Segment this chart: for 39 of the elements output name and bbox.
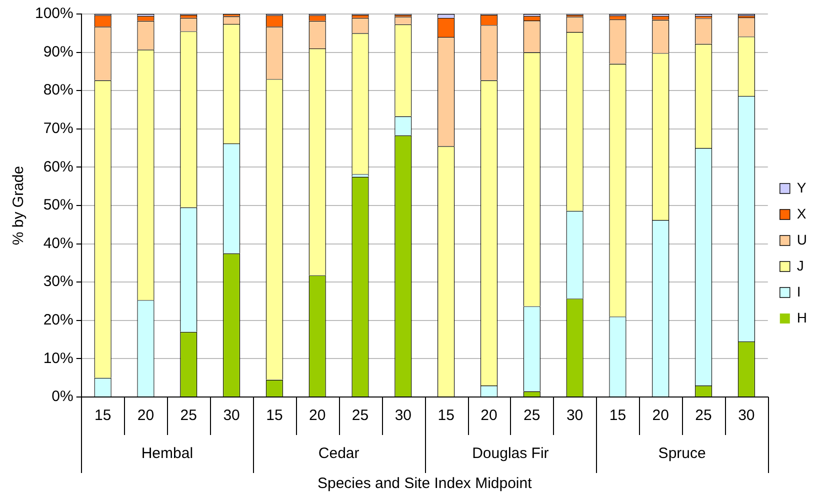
legend-label: X xyxy=(796,205,807,222)
legend-label: Y xyxy=(796,179,807,196)
y-tick-label: 100% xyxy=(34,5,74,22)
legend-label: H xyxy=(796,309,808,326)
x-tick-label: 30 xyxy=(566,407,584,424)
y-tick-label: 0% xyxy=(52,388,74,406)
x-tick-label: 25 xyxy=(695,407,712,424)
y-tick-label: 60% xyxy=(43,158,74,176)
y-axis-title: % by Grade xyxy=(10,166,28,246)
x-tick-label: 15 xyxy=(94,407,112,424)
x-tick-label: 15 xyxy=(438,407,454,424)
legend-label: I xyxy=(796,283,801,300)
x-tick-label: 25 xyxy=(524,407,540,424)
x-tick-label: 25 xyxy=(180,407,197,424)
legend-label: J xyxy=(796,257,804,274)
y-tick-label: 10% xyxy=(43,350,74,367)
x-tick-label: 25 xyxy=(352,407,369,424)
y-tick-label: 70% xyxy=(43,120,74,138)
text: Spruce xyxy=(658,445,706,462)
y-tick-label: 90% xyxy=(43,43,74,60)
x-tick-label: 20 xyxy=(652,407,669,424)
text: Hembal xyxy=(141,445,194,462)
x-tick-label: 30 xyxy=(223,407,240,424)
y-tick-label: 20% xyxy=(43,312,74,329)
y-tick-label: 40% xyxy=(43,234,74,252)
y-tick-label: 80% xyxy=(43,82,74,99)
x-tick-label: 20 xyxy=(480,407,498,424)
x-tick-label: 15 xyxy=(609,407,626,424)
y-tick-label: 30% xyxy=(43,273,74,290)
text: Douglas Fir xyxy=(472,445,549,462)
x-tick-label: 20 xyxy=(309,407,326,424)
text: Cedar xyxy=(318,445,360,462)
x-tick-label: 20 xyxy=(137,407,154,424)
x-tick-label: 30 xyxy=(738,407,755,424)
x-tick-label: 15 xyxy=(266,407,283,424)
y-tick-label: 50% xyxy=(43,196,74,214)
legend-label: U xyxy=(796,231,808,248)
x-tick-label: 30 xyxy=(394,407,412,424)
x-axis-title: Species and Site Index Midpoint xyxy=(317,475,533,492)
